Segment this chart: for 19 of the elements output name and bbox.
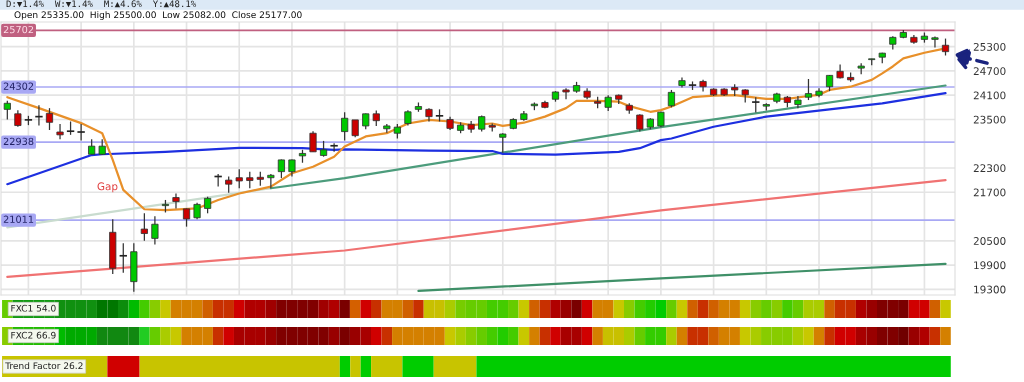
y-tick-label: 24700 [973, 67, 1006, 76]
y-tick-label: 19900 [974, 261, 1006, 270]
chart-title: FXC2 66.9 [11, 331, 56, 339]
y-tick-label: 21700 [973, 188, 1006, 197]
y-tick-label: 19300 [974, 285, 1006, 294]
annotation: Gap [97, 182, 118, 193]
y-tick-label: 22300 [973, 164, 1006, 173]
ref-line-label: 25702 [3, 25, 34, 34]
text: Trend Factor 26.2 [5, 362, 83, 370]
y-tick-label: 20500 [973, 237, 1006, 245]
y-tick-label: 23500 [973, 115, 1006, 124]
chart-title: D:▼1.4% W:▼1.4% M:▲4.6% Y:▲48.1% [6, 0, 197, 8]
chart-title: FXC1 54.0 [11, 304, 56, 312]
y-tick-label: 25300 [973, 42, 1006, 51]
chart-subtitle: Open 25335.00 High 25500.00 Low 25082.00 Close 25177.00 [14, 11, 302, 20]
y-tick-label: 24100 [973, 91, 1006, 100]
ref-line-label: 21011 [3, 215, 34, 223]
ref-line-label: 22938 [3, 137, 34, 146]
ref-line-label: 24302 [3, 82, 34, 90]
